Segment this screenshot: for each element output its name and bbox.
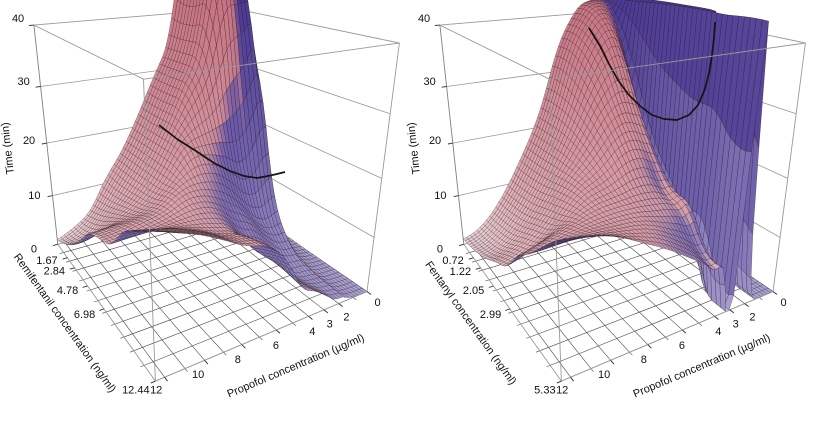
svg-text:0.72: 0.72 <box>442 255 463 267</box>
svg-text:12: 12 <box>556 385 568 397</box>
svg-text:3: 3 <box>327 319 333 331</box>
svg-text:1.67: 1.67 <box>36 255 57 267</box>
svg-text:4: 4 <box>309 326 315 338</box>
svg-text:0: 0 <box>375 297 381 309</box>
svg-text:20: 20 <box>23 135 35 147</box>
svg-text:0: 0 <box>437 243 443 255</box>
svg-text:30: 30 <box>424 76 436 88</box>
svg-text:12: 12 <box>150 385 162 397</box>
svg-text:10: 10 <box>192 369 204 381</box>
svg-text:1.22: 1.22 <box>450 266 471 278</box>
svg-text:40: 40 <box>418 13 430 25</box>
svg-text:8: 8 <box>641 354 647 366</box>
svg-text:0: 0 <box>781 297 787 309</box>
svg-text:30: 30 <box>18 76 30 88</box>
svg-text:10: 10 <box>598 369 610 381</box>
svg-text:6: 6 <box>273 340 279 352</box>
svg-text:2.99: 2.99 <box>480 309 501 321</box>
svg-text:2: 2 <box>749 312 755 324</box>
svg-text:2.84: 2.84 <box>44 266 65 278</box>
svg-text:40: 40 <box>12 13 24 25</box>
svg-text:4.78: 4.78 <box>57 285 78 297</box>
svg-text:6: 6 <box>679 340 685 352</box>
svg-text:Time (min): Time (min) <box>0 122 17 175</box>
svg-text:5.33: 5.33 <box>534 384 555 396</box>
svg-text:4: 4 <box>715 326 721 338</box>
svg-text:Time (min): Time (min) <box>405 122 423 175</box>
svg-text:0: 0 <box>31 243 37 255</box>
svg-text:8: 8 <box>235 354 241 366</box>
svg-text:10: 10 <box>28 190 40 202</box>
svg-text:3: 3 <box>733 319 739 331</box>
svg-text:6.98: 6.98 <box>74 309 95 321</box>
svg-text:10: 10 <box>434 190 446 202</box>
svg-text:2.05: 2.05 <box>463 285 484 297</box>
svg-text:2: 2 <box>343 312 349 324</box>
svg-text:12.44: 12.44 <box>122 384 150 396</box>
svg-text:20: 20 <box>429 135 441 147</box>
